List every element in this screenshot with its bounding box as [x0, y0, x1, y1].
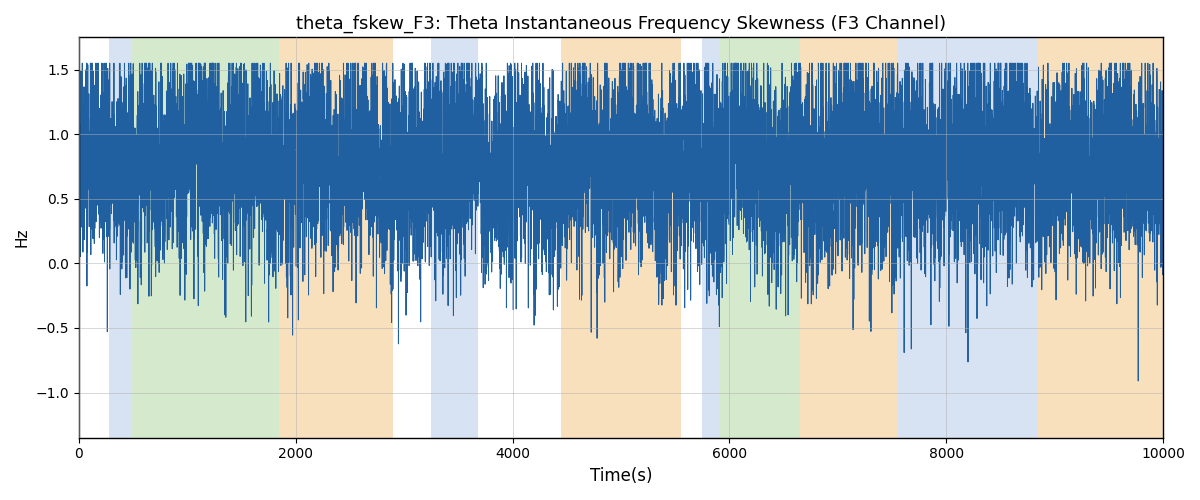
Bar	[562, 38, 680, 438]
Bar	[1038, 38, 1163, 438]
Bar	[131, 38, 280, 438]
Bar	[431, 38, 478, 438]
Y-axis label: Hz: Hz	[14, 228, 30, 248]
Bar	[109, 38, 131, 438]
Bar	[702, 38, 719, 438]
Bar	[800, 38, 898, 438]
Bar	[280, 38, 394, 438]
X-axis label: Time(s): Time(s)	[589, 467, 653, 485]
Bar	[898, 38, 1038, 438]
Bar	[719, 38, 800, 438]
Title: theta_fskew_F3: Theta Instantaneous Frequency Skewness (F3 Channel): theta_fskew_F3: Theta Instantaneous Freq…	[296, 15, 946, 34]
